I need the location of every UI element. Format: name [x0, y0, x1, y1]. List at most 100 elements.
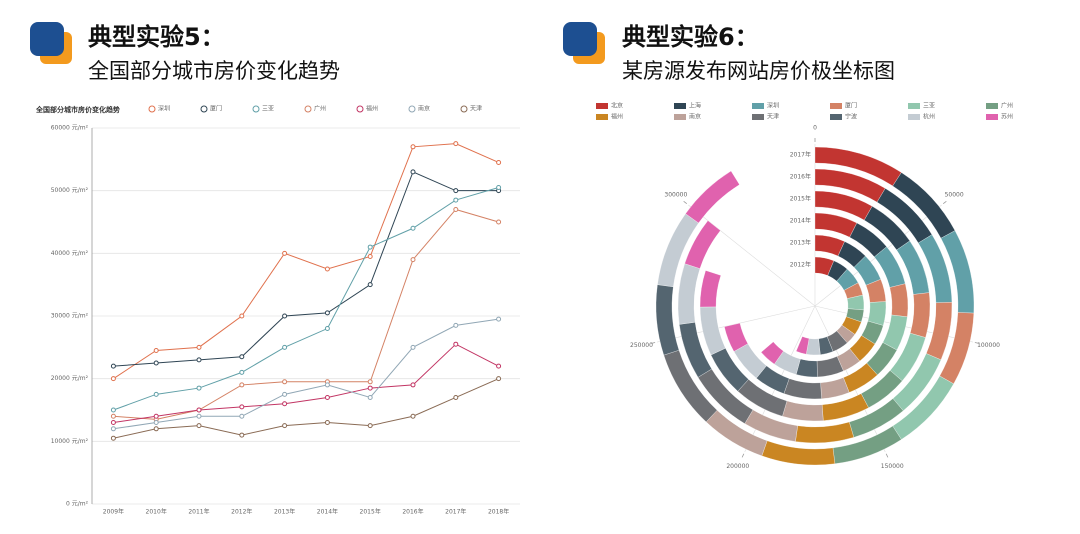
angle-tick-label: 250000	[630, 342, 653, 349]
angle-tick-label: 150000	[881, 463, 904, 470]
point	[239, 404, 245, 410]
legend-swatch	[200, 105, 208, 113]
subheading: 全国部分城市房价变化趋势	[88, 59, 340, 83]
legend-swatch	[408, 105, 416, 113]
polar-bar	[684, 220, 721, 269]
point	[324, 326, 330, 332]
point	[110, 435, 116, 441]
polar-bar	[795, 421, 854, 444]
legend-swatch	[752, 103, 764, 109]
point	[496, 185, 502, 191]
point	[324, 266, 330, 272]
legend-swatch	[986, 103, 998, 109]
angle-tick-label: 50000	[945, 192, 964, 199]
icon	[30, 22, 605, 64]
point	[410, 382, 416, 388]
y-tick-label: 60000 元/m²	[51, 125, 89, 132]
point	[367, 282, 373, 288]
point	[239, 432, 245, 438]
angle-tick	[741, 453, 745, 458]
legend-swatch	[752, 114, 764, 120]
radius-label: 2014年	[790, 217, 811, 225]
radius-label: 2013年	[790, 239, 811, 247]
point	[239, 313, 245, 319]
point	[282, 250, 288, 256]
legend-label: 南京	[418, 105, 430, 113]
point	[496, 316, 502, 322]
legend-swatch	[148, 105, 156, 113]
point	[282, 379, 288, 385]
point	[324, 382, 330, 388]
point	[239, 382, 245, 388]
point	[110, 420, 116, 426]
legend-swatch	[674, 103, 686, 109]
y-tick-label: 0 元/m²	[66, 501, 89, 508]
polar-bar	[795, 336, 810, 355]
legend-label: 福州	[611, 113, 623, 121]
line	[113, 143, 499, 380]
point	[324, 310, 330, 316]
point	[410, 225, 416, 231]
polar-bar	[760, 341, 784, 365]
angle-tick	[974, 342, 979, 344]
point	[196, 423, 202, 429]
legend-swatch	[596, 114, 608, 120]
point	[367, 244, 373, 250]
point	[453, 141, 459, 147]
point	[196, 357, 202, 363]
y-tick-label: 20000 元/m²	[51, 375, 89, 382]
x-tick-label: 2013年	[274, 508, 295, 516]
point	[453, 341, 459, 347]
x-tick-label: 2011年	[188, 508, 209, 516]
angle-tick	[683, 200, 688, 205]
legend-label: 深圳	[158, 105, 170, 113]
point	[282, 401, 288, 407]
polar-bar	[910, 292, 931, 338]
point	[239, 413, 245, 419]
point	[282, 391, 288, 397]
legend-swatch	[830, 103, 842, 109]
polar-bar	[926, 302, 953, 361]
radius-label: 2015年	[790, 195, 811, 203]
polar-bar	[699, 270, 722, 308]
point	[196, 385, 202, 391]
legend-label: 南京	[689, 113, 701, 121]
angle-tick-label: 300000	[664, 192, 687, 199]
polar-bar	[655, 284, 680, 356]
point	[110, 363, 116, 369]
legend-swatch	[986, 114, 998, 120]
point	[367, 385, 373, 391]
point	[496, 219, 502, 225]
point	[110, 407, 116, 413]
polar-bar	[814, 212, 858, 238]
x-tick-label: 2018年	[488, 508, 509, 516]
point	[410, 344, 416, 350]
polar-bar	[782, 400, 824, 422]
point	[367, 394, 373, 400]
point	[282, 423, 288, 429]
point	[410, 257, 416, 263]
point	[496, 363, 502, 369]
heading: 典型实验6：	[622, 23, 759, 51]
point	[496, 159, 502, 165]
legend-label: 三亚	[262, 106, 274, 113]
point	[196, 344, 202, 350]
x-tick-label: 2009年	[103, 508, 124, 516]
point	[153, 360, 159, 366]
x-tick-label: 2010年	[146, 508, 167, 516]
angle-tick-label: 0	[813, 125, 817, 132]
line	[113, 208, 499, 420]
legend-swatch	[304, 105, 312, 113]
y-tick-label: 10000 元/m²	[51, 438, 89, 445]
point	[110, 376, 116, 382]
point	[239, 354, 245, 360]
polar-bar	[783, 378, 822, 400]
legend-label: 天津	[470, 106, 482, 113]
line	[113, 343, 499, 424]
point	[153, 391, 159, 397]
x-tick-label: 2014年	[317, 508, 338, 516]
chart-title: 全国部分城市房价变化趋势	[35, 105, 120, 114]
legend-label: 三亚	[923, 103, 935, 110]
line	[113, 187, 499, 411]
